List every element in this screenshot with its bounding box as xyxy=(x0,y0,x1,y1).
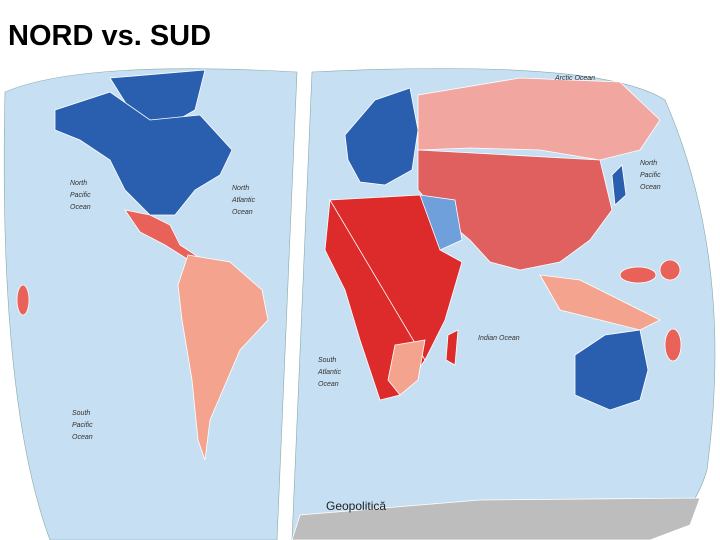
ocean-label: Ocean xyxy=(70,204,91,211)
ocean-label: South xyxy=(318,357,336,364)
ocean-label: North xyxy=(640,160,657,167)
ocean-label: Pacific xyxy=(70,192,91,199)
ocean-label: Ocean xyxy=(232,209,253,216)
southeast-asia xyxy=(539,274,661,331)
ocean-label: Atlantic xyxy=(231,197,255,204)
europe xyxy=(344,87,419,186)
south-america xyxy=(177,254,269,461)
ocean-label: Pacific xyxy=(72,422,93,429)
southern-africa xyxy=(387,339,426,396)
antarctica xyxy=(291,497,701,540)
russia xyxy=(417,77,661,161)
ocean-label: Indian Ocean xyxy=(478,335,520,342)
ocean-label: Ocean xyxy=(318,381,339,388)
australia xyxy=(574,329,649,411)
slide-title: NORD vs. SUD xyxy=(8,20,212,52)
madagascar xyxy=(445,329,459,366)
ocean-label: Ocean xyxy=(640,184,661,191)
ocean-label: Atlantic xyxy=(317,369,341,376)
ocean-label: North xyxy=(232,185,249,192)
ocean-label: South xyxy=(72,410,90,417)
ocean-label: Arctic Ocean xyxy=(554,75,595,82)
japan xyxy=(611,164,627,206)
pacific-islands xyxy=(16,259,682,362)
ocean-label: Ocean xyxy=(72,434,93,441)
footer-label: Geopolitică xyxy=(326,499,386,513)
ocean-label: North xyxy=(70,180,87,187)
ocean-label: Pacific xyxy=(640,172,661,179)
north-america xyxy=(54,91,233,216)
